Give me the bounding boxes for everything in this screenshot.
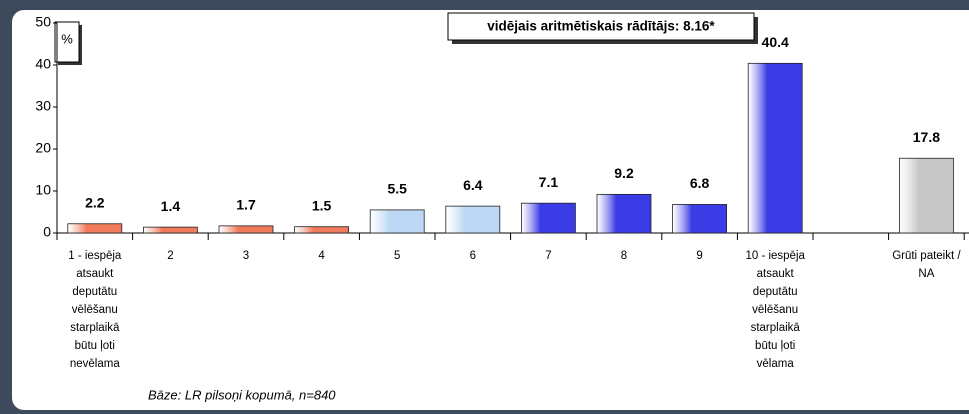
base-note: Bāze: LR pilsoņi kopumā, n=840 xyxy=(148,387,336,402)
x-tick-label: 5 xyxy=(393,250,401,262)
value-label: 2.2 xyxy=(85,194,105,210)
y-tick-label: 30 xyxy=(35,98,51,114)
bar xyxy=(521,202,576,234)
bar xyxy=(369,209,425,234)
x-tick-label: Grūti pateikt / NA xyxy=(892,250,961,280)
bar xyxy=(67,223,123,234)
x-tick-label: 7 xyxy=(545,250,552,262)
value-label: 1.7 xyxy=(236,197,256,213)
bar xyxy=(445,205,501,234)
bar xyxy=(218,225,274,234)
x-tick-label: 8 xyxy=(620,250,628,262)
x-tick-label: 6 xyxy=(469,250,476,262)
mean-box xyxy=(447,12,755,41)
x-tick-label: 9 xyxy=(696,250,703,262)
value-label: 40.4 xyxy=(762,34,789,50)
x-tick-label: 3 xyxy=(242,250,250,262)
value-label: 6.4 xyxy=(463,177,483,193)
bar xyxy=(294,226,350,234)
bar xyxy=(672,204,727,234)
value-label: 5.5 xyxy=(387,181,407,197)
unit-label: % xyxy=(61,31,73,46)
value-label: 1.4 xyxy=(161,198,181,214)
mean-label: vidējais aritmētiskais rādītājs: 8.16* xyxy=(487,19,715,34)
y-tick-label: 20 xyxy=(35,140,51,156)
bar xyxy=(596,193,652,234)
x-tick-label: 1 - iespēja atsaukt deputātu vēlēšanu st… xyxy=(68,250,122,370)
value-label: 7.1 xyxy=(539,174,559,190)
value-label: 9.2 xyxy=(614,165,634,181)
unit-box xyxy=(54,21,80,63)
y-tick-label: 0 xyxy=(43,224,51,240)
bar xyxy=(142,226,198,234)
x-tick-label: 4 xyxy=(318,250,325,262)
y-tick-label: 50 xyxy=(35,14,51,30)
bar xyxy=(899,157,954,234)
y-tick-label: 10 xyxy=(35,182,51,198)
x-tick-label: 2 xyxy=(167,250,174,262)
bar xyxy=(747,62,803,234)
y-tick-label: 40 xyxy=(35,56,51,72)
x-tick-label: 10 - iespēja atsaukt deputātu vēlēšanu s… xyxy=(745,250,805,370)
value-label: 1.5 xyxy=(312,197,332,213)
value-label: 17.8 xyxy=(913,129,940,145)
value-label: 6.8 xyxy=(690,175,710,191)
